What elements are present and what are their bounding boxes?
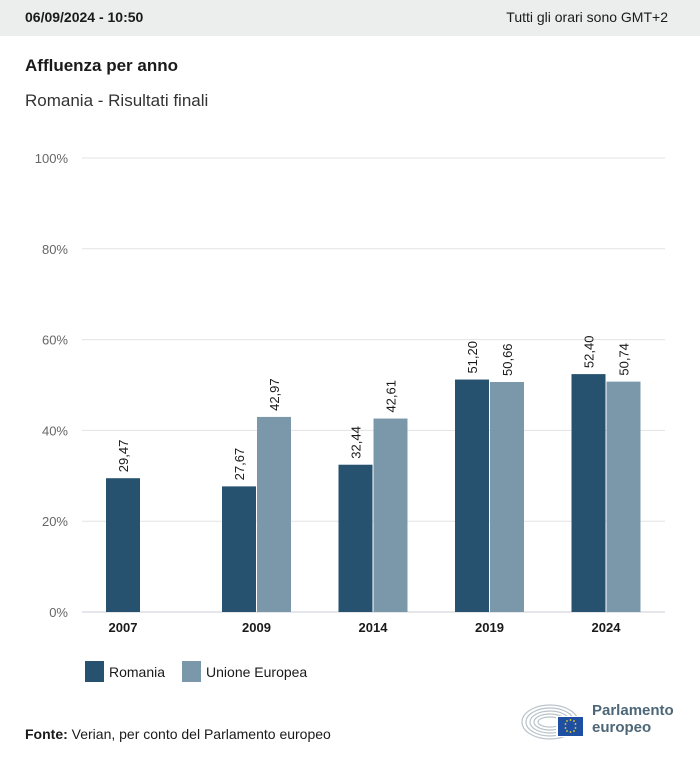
european-parliament-logo: Parlamento europeo [520, 700, 685, 742]
bar-romania-2009 [222, 486, 256, 612]
legend-item-romania[interactable]: Romania [85, 661, 165, 682]
datetime: 06/09/2024 - 10:50 [25, 9, 144, 25]
y-tick-label: 40% [42, 423, 68, 438]
y-tick-label: 60% [42, 333, 68, 348]
bar-unione-europea-2019 [490, 382, 524, 612]
source-note: Fonte: Verian, per conto del Parlamento … [25, 726, 331, 742]
legend: Romania Unione Europea [85, 661, 324, 682]
legend-label: Unione Europea [206, 663, 308, 680]
legend-label: Romania [109, 663, 166, 680]
x-tick-label: 2019 [475, 620, 504, 635]
bar-unione-europea-2014 [373, 418, 408, 612]
y-tick-label: 0% [49, 605, 68, 620]
chart-title: Affluenza per anno [25, 56, 179, 75]
data-label: 51,20 [465, 341, 480, 374]
data-label: 52,40 [582, 336, 597, 369]
y-tick-label: 80% [42, 242, 68, 257]
x-tick-label: 2014 [359, 620, 389, 635]
legend-item-eu[interactable]: Unione Europea [182, 661, 307, 682]
source-label: Fonte: [25, 726, 68, 742]
data-label: 42,97 [267, 378, 282, 411]
data-label: 42,61 [384, 380, 399, 413]
bar-romania-2014 [338, 464, 373, 612]
bar-unione-europea-2009 [257, 416, 291, 612]
legend-swatch-eu [182, 661, 202, 682]
bar-romania-2019 [455, 379, 489, 612]
bar-romania-2024 [571, 374, 606, 612]
logo-line1: Parlamento [592, 702, 674, 719]
y-tick-label: 100% [35, 151, 69, 166]
data-label: 32,44 [349, 426, 364, 459]
x-tick-label: 2007 [109, 620, 138, 635]
bar-chart: 0% 20% 40% 60% 80% 100% 2007 29,47 2009 27,67 42,9… [35, 151, 665, 635]
x-tick-label: 2024 [592, 620, 622, 635]
logo-line2: europeo [592, 719, 652, 736]
source-text: Verian, per conto del Parlamento europeo [67, 726, 331, 742]
top-bar: 06/09/2024 - 10:50 Tutti gli orari sono … [0, 0, 700, 36]
y-tick-label: 20% [42, 514, 68, 529]
x-tick-label: 2009 [242, 620, 271, 635]
data-label: 29,47 [116, 440, 131, 473]
legend-swatch-romania [85, 661, 104, 682]
data-label: 27,67 [232, 448, 247, 481]
hemicycle-flag-icon [521, 704, 583, 740]
bar-romania-2007 [106, 478, 140, 612]
logo-text: Parlamento europeo [592, 702, 674, 736]
data-label: 50,74 [617, 343, 632, 376]
data-label: 50,66 [500, 343, 515, 376]
timezone-note: Tutti gli orari sono GMT+2 [506, 9, 668, 25]
chart-subtitle: Romania - Risultati finali [25, 91, 209, 110]
bar-unione-europea-2024 [606, 381, 641, 612]
